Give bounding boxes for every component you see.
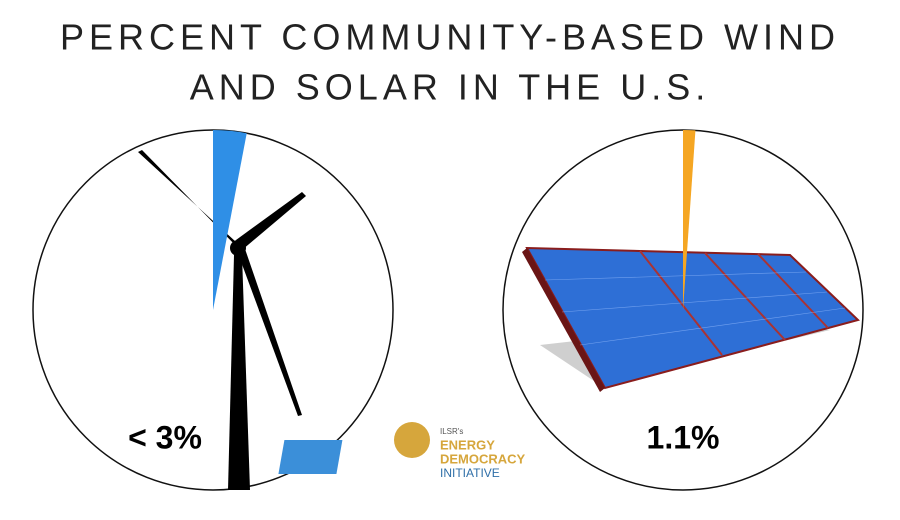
pie-wedge [683, 130, 696, 310]
logo-line: ENERGY [440, 437, 495, 452]
logo-org: ILSR's [440, 427, 463, 436]
solar-panel [522, 246, 860, 392]
title-line: AND SOLAR IN THE U.S. [190, 67, 710, 108]
title-line: PERCENT COMMUNITY-BASED WIND [60, 17, 840, 58]
logo-line: INITIATIVE [440, 466, 500, 480]
logo-panel [278, 440, 343, 474]
wind-turbine [138, 150, 306, 490]
logo-sun [394, 422, 430, 458]
value-label: 1.1% [647, 419, 720, 455]
logo: ILSR's ENERGY DEMOCRACY INITIATIVE [278, 422, 526, 480]
value-label: < 3% [128, 419, 202, 455]
pie-wedge [213, 130, 247, 310]
logo-line: DEMOCRACY [440, 451, 526, 466]
